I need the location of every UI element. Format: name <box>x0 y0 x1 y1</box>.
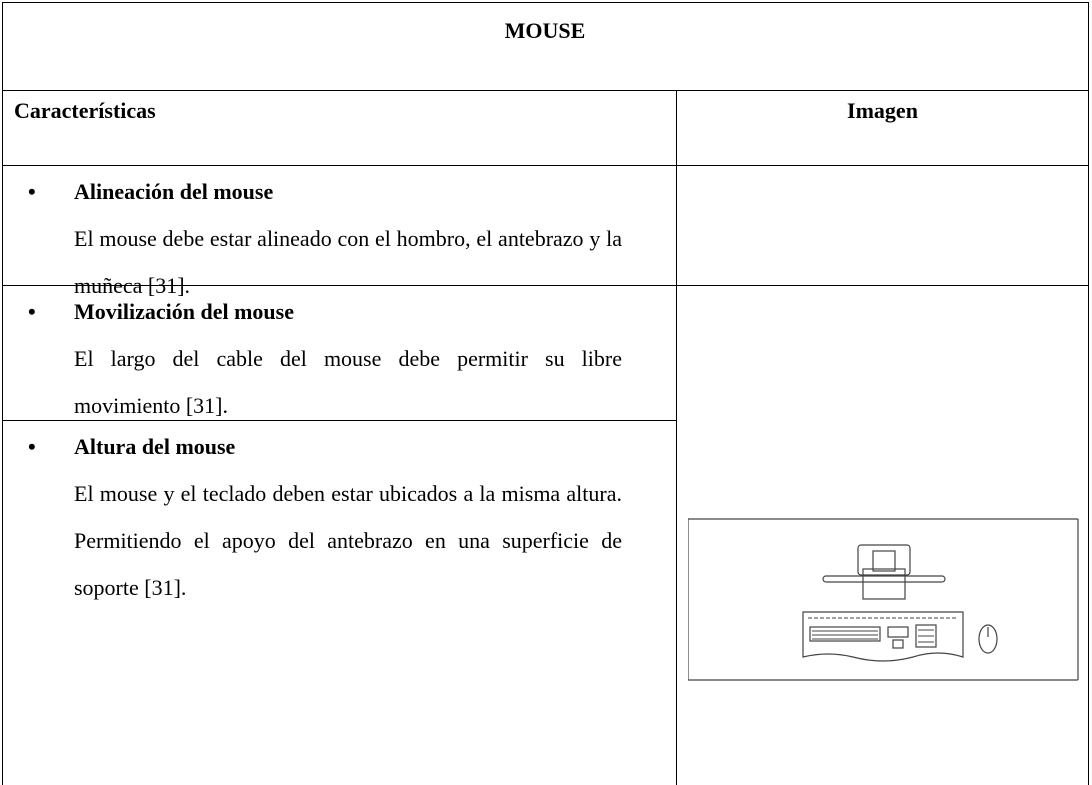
item: Movilización del mouse El largo del cabl… <box>28 288 668 429</box>
item-heading: Altura del mouse <box>28 423 668 470</box>
border <box>2 2 1089 3</box>
border <box>2 2 3 785</box>
item-heading: Movilización del mouse <box>28 288 668 335</box>
item-text: El mouse y el teclado deben estar ubicad… <box>74 481 622 600</box>
border <box>2 285 1089 286</box>
item: Alineación del mouse El mouse debe estar… <box>28 168 668 309</box>
item-heading: Alineación del mouse <box>28 168 668 215</box>
border <box>2 165 1089 166</box>
border <box>1088 2 1089 785</box>
workstation-illustration <box>688 518 1079 681</box>
item-text: El largo del cable del mouse debe permit… <box>74 346 622 418</box>
border <box>2 420 677 421</box>
table-title: MOUSE <box>504 18 586 43</box>
column-header: Imagen <box>847 98 918 123</box>
border <box>2 90 1089 91</box>
column-header: Características <box>14 98 156 123</box>
item: Altura del mouse El mouse y el teclado d… <box>28 423 668 611</box>
border <box>676 90 677 785</box>
